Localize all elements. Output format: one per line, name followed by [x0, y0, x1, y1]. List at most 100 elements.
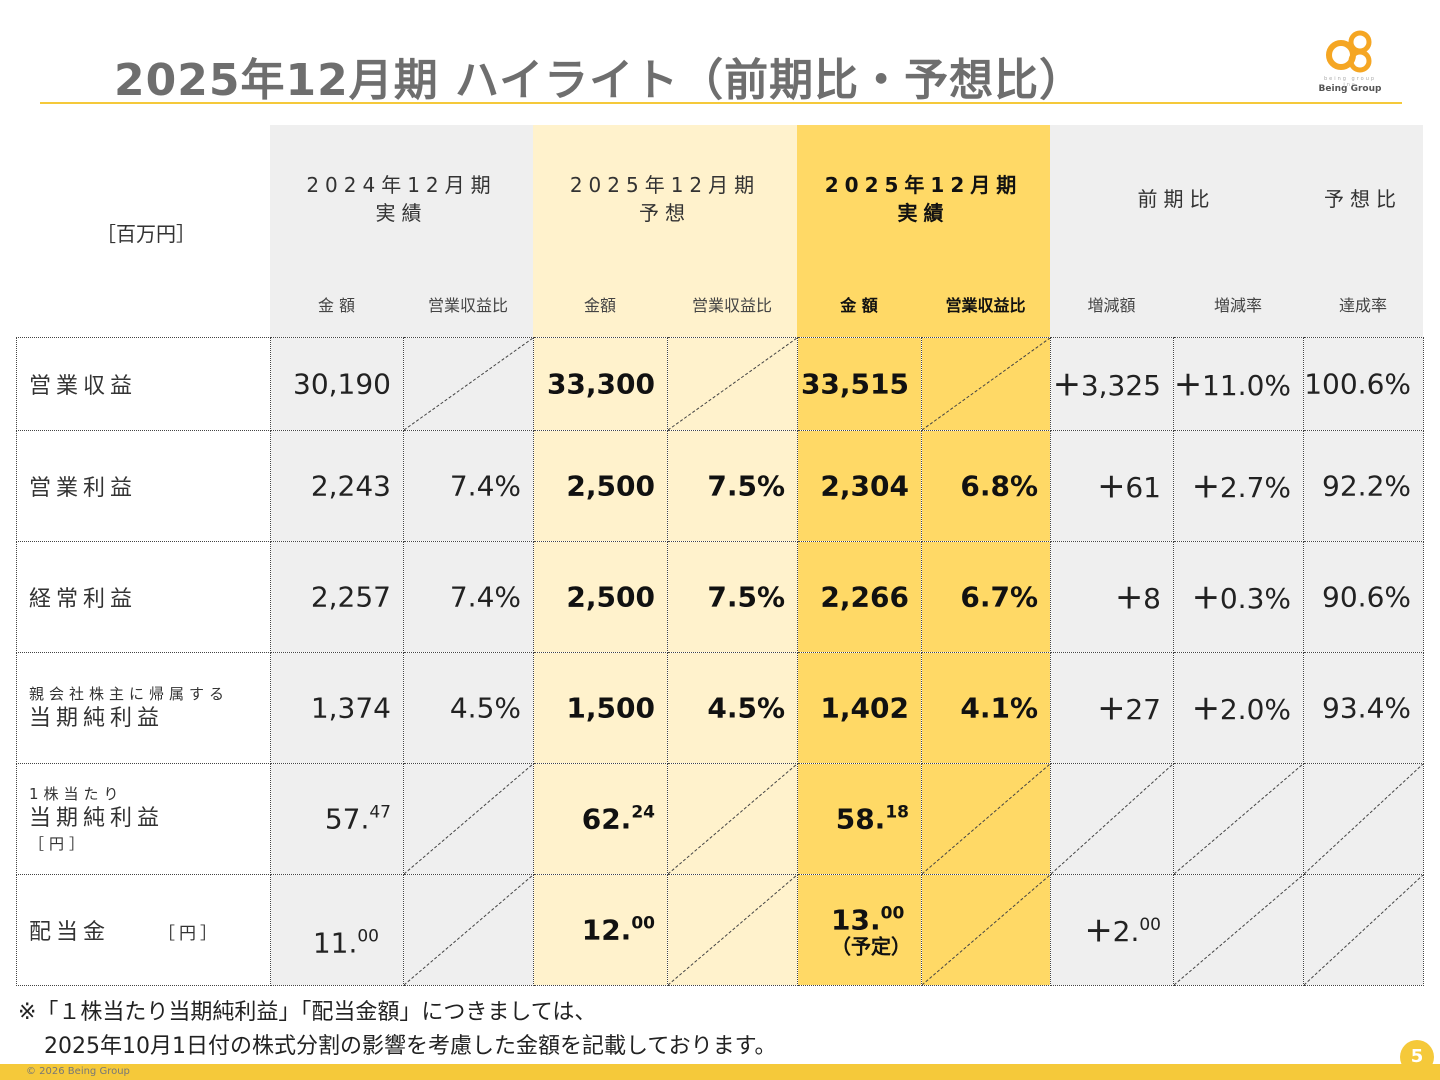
- empty-cell-slash: [404, 875, 533, 985]
- fy2024-amount-header: 金 額: [317, 296, 356, 315]
- yoy-rate-value: 11.0%: [1202, 369, 1291, 402]
- achievement-rate: 92.2%: [1322, 469, 1411, 503]
- copyright: © 2026 Being Group: [26, 1066, 130, 1077]
- forecast-amount: 1,500: [566, 691, 655, 725]
- achievement-rate: 93.4%: [1322, 691, 1411, 725]
- yoy-amount: ＋8: [1115, 577, 1161, 617]
- yoy-amount: ＋27: [1097, 688, 1161, 728]
- forecast-ratio: 7.5%: [707, 580, 785, 614]
- eps-decimal: 24: [631, 802, 655, 823]
- dividend-decimal: 00: [880, 903, 905, 924]
- achievement-rate: 90.6%: [1322, 580, 1411, 614]
- footnote-line2: 2025年10月1日付の株式分割の影響を考慮した金額を記載しております。: [44, 1034, 777, 1059]
- actual-ratio: 4.1%: [960, 691, 1038, 725]
- yoy-amount: ＋61: [1097, 466, 1161, 506]
- yoy-amount-value: 3,325: [1080, 369, 1161, 402]
- table-row: 1株当たり 当期純利益 ［円］ 57.47 62.24 58.18: [16, 763, 1424, 875]
- fy2024-amount: 30,190: [293, 367, 391, 401]
- actual-amount: 33,515: [800, 367, 909, 401]
- row-label: 配当金 ［円］: [29, 914, 221, 946]
- header-forecast: [533, 125, 797, 337]
- empty-cell-slash: [404, 764, 533, 874]
- eps-integer: 58.: [835, 802, 886, 836]
- actual-amount: 2,304: [820, 469, 909, 503]
- actual-amount: 2,266: [820, 580, 909, 614]
- achievement-rate: 100.6%: [1304, 367, 1412, 401]
- empty-cell-slash: [668, 764, 797, 874]
- fy2024-eps: 57.47: [325, 803, 391, 836]
- highlights-table: 営業収益 30,190 33,300 33,515 ＋3,325 ＋11.0% …: [16, 337, 1424, 986]
- achievement-title: 予想比: [1324, 187, 1402, 211]
- yoy-rate-value: 2.0%: [1219, 693, 1291, 726]
- header-fy2024: [270, 125, 533, 337]
- empty-cell-slash: [1174, 875, 1303, 985]
- empty-cell-slash: [1051, 764, 1173, 874]
- yoy-amount-value: 61: [1125, 471, 1161, 504]
- plus-sign: ＋: [1191, 693, 1220, 726]
- fy2024-ratio: 7.4%: [449, 469, 521, 503]
- row-label-unit: ［円］: [158, 924, 221, 944]
- plus-sign: ＋: [1084, 915, 1113, 948]
- footnote: ※「１株当たり当期純利益」「配当金額」につきましては、 2025年10月1日付の…: [18, 996, 776, 1064]
- eps-decimal: 47: [369, 802, 391, 823]
- empty-cell-slash: [1304, 764, 1423, 874]
- logo-tagline: being group inc: [1323, 76, 1377, 88]
- header-achievement: [1303, 125, 1423, 337]
- plus-sign: ＋: [1052, 369, 1081, 402]
- row-label: 営業収益: [29, 374, 138, 399]
- row-label-main: 当期純利益: [29, 706, 165, 731]
- empty-cell-slash: [1174, 764, 1303, 874]
- forecast-ratio-header: 営業収益比: [691, 296, 772, 315]
- table-row: 配当金 ［円］ 11.00 12.00 13.00 （予定） ＋2.00: [16, 874, 1424, 986]
- actual-dividend: 13.00 （予定）: [831, 904, 911, 957]
- fy2024-ratio: 4.5%: [449, 691, 521, 725]
- empty-cell-slash: [922, 764, 1050, 874]
- row-label-line2: 当期純利益: [29, 806, 165, 831]
- forecast-amount: 33,300: [546, 367, 655, 401]
- forecast-ratio: 4.5%: [707, 691, 785, 725]
- actual-title: 2025年12月期: [824, 173, 1023, 197]
- footer-bar: [0, 1064, 1440, 1080]
- fy2024-dividend: 11.00: [313, 927, 379, 960]
- empty-cell-slash: [1304, 875, 1423, 985]
- row-label-main: 配当金: [29, 920, 111, 945]
- header-unit-cell: [16, 125, 270, 337]
- fy2024-amount: 2,243: [310, 469, 391, 503]
- forecast-amount: 2,500: [566, 580, 655, 614]
- fy2024-ratio: 7.4%: [449, 580, 521, 614]
- dividend-integer: 13.: [831, 903, 881, 937]
- achievement-rate-header: 達成率: [1338, 296, 1387, 315]
- table-row: 営業利益 2,243 7.4% 2,500 7.5% 2,304 6.8% ＋6…: [16, 430, 1424, 542]
- forecast-title: 2025年12月期: [569, 173, 761, 197]
- fy2024-title: 2024年12月期: [306, 173, 497, 197]
- table-row: 経常利益 2,257 7.4% 2,500 7.5% 2,266 6.7% ＋8…: [16, 541, 1424, 653]
- actual-eps: 58.18: [836, 803, 909, 836]
- yoy-title: 前期比: [1137, 187, 1216, 211]
- actual-ratio: 6.8%: [960, 469, 1038, 503]
- actual-amount: 1,402: [820, 691, 909, 725]
- dividend-decimal: 00: [357, 926, 379, 947]
- dividend-decimal: 00: [1139, 915, 1161, 935]
- dividend-integer: 12.: [581, 913, 632, 947]
- fy2024-amount: 1,374: [310, 691, 391, 725]
- yoy-amount-value: 27: [1125, 693, 1161, 726]
- forecast-dividend: 12.00: [582, 914, 655, 947]
- dividend-integer: 2.: [1112, 915, 1140, 948]
- forecast-subtitle: 予想: [639, 201, 691, 225]
- yoy-rate: ＋2.0%: [1192, 688, 1291, 728]
- row-label: 経常利益: [29, 587, 138, 612]
- yoy-amount: ＋3,325: [1053, 364, 1161, 404]
- yoy-rate: ＋11.0%: [1175, 364, 1292, 404]
- actual-amount-header: 金 額: [840, 296, 878, 315]
- empty-cell-slash: [404, 338, 533, 430]
- row-label: 営業利益: [29, 476, 138, 501]
- eps-integer: 57.: [324, 802, 370, 836]
- dividend-integer: 11.: [312, 926, 358, 960]
- actual-subtitle: 実績: [897, 201, 950, 225]
- yoy-amount-value: 8: [1143, 582, 1161, 615]
- fy2024-amount: 2,257: [310, 580, 391, 614]
- actual-ratio-header: 営業収益比: [945, 296, 1026, 315]
- eps-decimal: 18: [885, 802, 909, 823]
- empty-cell-slash: [668, 875, 797, 985]
- empty-cell-slash: [922, 338, 1050, 430]
